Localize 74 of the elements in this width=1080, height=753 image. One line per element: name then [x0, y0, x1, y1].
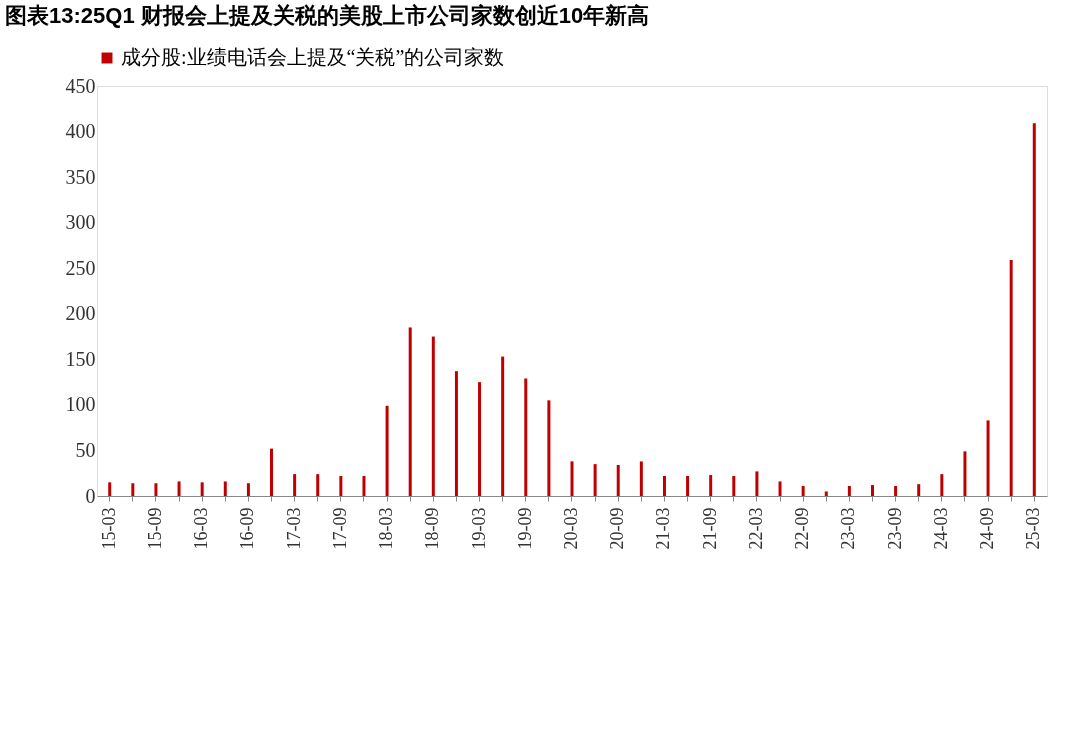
bar: [293, 474, 297, 496]
x-tick-label: 18-03: [376, 507, 397, 550]
bar: [131, 483, 135, 496]
bar: [824, 491, 828, 496]
y-tick-label: 300: [65, 211, 96, 234]
x-tick-label: 18-09: [422, 507, 443, 550]
x-tick-label: 17-09: [329, 507, 350, 550]
bar: [177, 481, 181, 496]
x-tick-label: 22-03: [745, 507, 766, 550]
bar: [270, 448, 274, 496]
bar: [501, 356, 505, 496]
x-tick-label: 20-09: [607, 507, 628, 550]
y-tick-label: 50: [75, 438, 96, 461]
bar: [1009, 260, 1013, 496]
bar: [662, 475, 666, 496]
bar: [570, 461, 574, 496]
bar: [755, 471, 759, 496]
bar: [593, 464, 597, 496]
x-tick-label: 23-09: [884, 507, 905, 550]
bar: [547, 400, 551, 496]
y-tick-label: 350: [65, 165, 96, 188]
bar: [917, 484, 921, 496]
x-tick-label: 15-09: [144, 507, 165, 550]
bar: [732, 475, 736, 496]
y-tick-label: 400: [65, 120, 96, 143]
x-tick-label: 19-09: [514, 507, 535, 550]
x-tick-label: 16-09: [237, 507, 258, 550]
x-tick-label: 25-03: [1023, 507, 1044, 550]
bar: [200, 482, 204, 496]
bar: [385, 405, 389, 496]
bar: [431, 336, 435, 496]
bar: [847, 485, 851, 496]
x-tick-label: 23-03: [838, 507, 859, 550]
bar: [154, 483, 158, 496]
y-tick-label: 450: [65, 74, 96, 97]
x-tick-label: 21-09: [699, 507, 720, 550]
bar: [940, 474, 944, 496]
x-tick-label: 24-03: [930, 507, 951, 550]
x-tick-label: 17-03: [283, 507, 304, 550]
bar: [894, 485, 898, 496]
bar: [454, 371, 458, 496]
legend-label: 成分股:业绩电话会上提及“关税”的公司家数: [121, 46, 505, 68]
bar: [316, 474, 320, 496]
bar: [986, 420, 990, 496]
bar: [778, 481, 782, 496]
bar: [870, 485, 874, 496]
y-tick-label: 0: [85, 484, 96, 507]
x-tick-label: 19-03: [468, 507, 489, 550]
bar: [801, 485, 805, 496]
x-tick-label: 15-03: [98, 507, 119, 550]
bar: [524, 378, 528, 496]
x-tick-label: 22-09: [792, 507, 813, 550]
bar: [223, 481, 227, 496]
bar: [709, 475, 713, 496]
y-tick-label: 250: [65, 256, 96, 279]
bar: [963, 451, 967, 496]
bar: [478, 382, 482, 496]
y-tick-label: 200: [65, 302, 96, 325]
x-tick-label: 21-03: [653, 507, 674, 550]
x-tick-label: 24-09: [977, 507, 998, 550]
bar: [108, 482, 112, 496]
bar: [246, 483, 250, 496]
bar: [639, 461, 643, 496]
chart-title: 图表13:25Q1 财报会上提及关税的美股上市公司家数创近10年新高: [5, 3, 650, 28]
y-tick-label: 150: [65, 347, 96, 370]
bar: [616, 465, 620, 496]
x-tick-label: 16-03: [191, 507, 212, 550]
bar: [362, 475, 366, 496]
bar: [339, 475, 343, 496]
x-tick-label: 20-03: [561, 507, 581, 550]
y-tick-label: 100: [65, 393, 96, 416]
bar: [1032, 123, 1036, 496]
bar: [686, 475, 690, 496]
bar: [408, 327, 412, 496]
